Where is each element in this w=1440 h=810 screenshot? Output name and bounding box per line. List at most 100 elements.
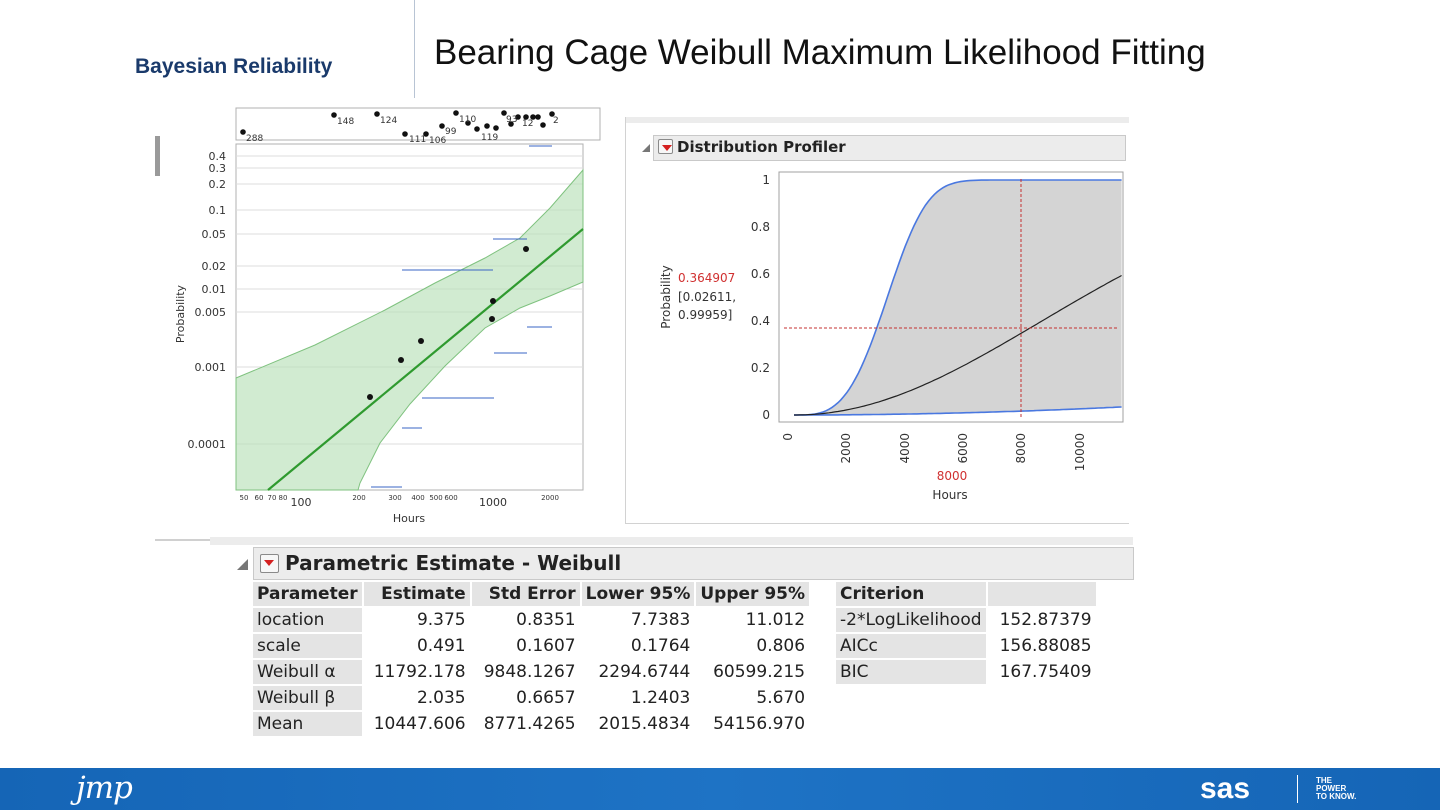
panel-scrollbar[interactable] <box>155 136 160 176</box>
y-tick-label: 0 <box>762 408 770 422</box>
table-row: Weibull β 2.035 0.6657 1.2403 5.670 <box>253 686 809 710</box>
table-cell: 54156.970 <box>713 714 806 734</box>
table-cell: location <box>253 608 362 632</box>
table-cell: 2.035 <box>416 688 466 708</box>
event-point <box>453 110 459 116</box>
tagline-line: POWER <box>1316 784 1347 793</box>
estimate-top-strip <box>210 537 1133 545</box>
table-cell: 0.8351 <box>516 610 576 630</box>
x-tick-label: 1000 <box>479 496 507 509</box>
table-cell: 0.1764 <box>630 636 691 656</box>
event-point <box>439 123 445 129</box>
table-row: scale 0.491 0.1607 0.1764 0.806 <box>253 634 809 658</box>
x-tick-label: 0 <box>781 433 795 441</box>
profiler-header <box>653 135 1126 161</box>
failure-point <box>367 394 373 400</box>
event-point <box>474 126 480 132</box>
event-point <box>549 111 555 117</box>
profiler-title: Distribution Profiler <box>677 138 846 156</box>
column-header: Lower 95% <box>581 582 695 606</box>
red-menu-button[interactable] <box>658 139 673 154</box>
column-header <box>987 582 1096 606</box>
event-label: 119 <box>481 133 498 143</box>
table-cell: 9.375 <box>416 610 466 630</box>
table-cell: AICc <box>836 634 986 658</box>
y-tick-label: 0.005 <box>195 306 227 319</box>
event-strip-frame <box>235 107 601 141</box>
table-cell: 0.806 <box>756 636 806 656</box>
upper-bound-line <box>794 179 1122 416</box>
event-label: 288 <box>246 134 263 144</box>
x-tick-label: 2000 <box>839 433 853 464</box>
event-label: 93 <box>506 115 517 125</box>
header-divider <box>414 0 415 100</box>
column-header: Estimate <box>363 582 470 606</box>
parametric-estimate-panel: Parametric Estimate - Weibull Parameter … <box>210 537 1134 743</box>
table-cell: 10447.606 <box>373 714 466 734</box>
event-point <box>530 114 536 120</box>
table-cell: 60599.215 <box>713 662 806 682</box>
lower-bound-line <box>794 406 1122 416</box>
table-cell: 7.7383 <box>630 610 691 630</box>
distribution-profiler-panel: Distribution Profiler 1 0.8 0.6 0.4 0.2 … <box>625 117 1129 524</box>
event-point <box>508 121 514 127</box>
y-tick-label: 0.0001 <box>188 438 227 451</box>
event-label: 110 <box>459 115 476 125</box>
y-tick-label: 1 <box>762 173 770 187</box>
x-tick-label: 2000 <box>541 494 559 502</box>
y-tick-label: 0.3 <box>209 162 227 175</box>
event-label: 124 <box>380 116 397 126</box>
failure-points <box>367 246 529 400</box>
table-cell: 167.75409 <box>999 662 1092 682</box>
interval-segments <box>371 145 552 488</box>
table-cell: 0.6657 <box>516 688 576 708</box>
table-cell: BIC <box>836 660 986 684</box>
failure-point <box>418 338 424 344</box>
failure-point <box>490 298 496 304</box>
event-point <box>515 114 521 120</box>
x-tick-label: 70 <box>268 494 277 502</box>
estimate-header <box>253 547 1134 580</box>
disclosure-triangle-icon[interactable] <box>642 144 650 152</box>
event-point <box>402 131 408 137</box>
failure-point <box>489 316 495 322</box>
event-label: 2 <box>553 116 559 126</box>
disclosure-triangle-icon[interactable] <box>237 559 248 570</box>
event-label: 12 <box>522 119 533 129</box>
event-point <box>493 125 499 131</box>
event-point <box>331 112 337 118</box>
y-tick-label: 0.001 <box>195 361 227 374</box>
y-tick-label: 0.2 <box>751 361 770 375</box>
probability-plot-panel: 288 148 124 111 106 99 110 119 93 12 2 <box>155 98 601 540</box>
x-tick-label: 6000 <box>956 433 970 464</box>
table-cell: 156.88085 <box>999 636 1092 656</box>
table-cell: 8771.4265 <box>483 714 576 734</box>
center-cdf-line <box>794 274 1122 416</box>
event-point <box>423 131 429 137</box>
y-tick-label: 0.1 <box>209 204 227 217</box>
x-tick-label: 200 <box>352 494 365 502</box>
table-row: AICc 156.88085 <box>836 634 1096 658</box>
event-point <box>535 114 541 120</box>
x-tick-label: 10000 <box>1073 433 1087 471</box>
column-header: Upper 95% <box>696 582 810 606</box>
y-tick-label: 0.4 <box>751 314 770 328</box>
failure-point <box>398 357 404 363</box>
red-menu-button[interactable] <box>260 554 279 573</box>
failure-point <box>523 246 529 252</box>
table-cell: Weibull α <box>253 660 362 684</box>
criterion-table: Criterion -2*LogLikelihood 152.87379 AIC… <box>834 580 1098 686</box>
event-point <box>240 129 246 135</box>
estimate-title: Parametric Estimate - Weibull <box>285 551 622 575</box>
table-cell: 152.87379 <box>999 610 1092 630</box>
table-row: Weibull α 11792.178 9848.1267 2294.6744 … <box>253 660 809 684</box>
estimate-table: Parameter Estimate Std Error Lower 95% U… <box>251 580 811 738</box>
x-tick-label: 4000 <box>898 433 912 464</box>
table-cell: 9848.1267 <box>483 662 576 682</box>
x-tick-label: 60 <box>255 494 264 502</box>
current-hours: 8000 <box>937 469 968 483</box>
y-tick-label: 0.6 <box>751 267 770 281</box>
table-cell: 2294.6744 <box>598 662 691 682</box>
table-cell: scale <box>253 634 362 658</box>
jmp-logo: jmp <box>76 770 133 806</box>
